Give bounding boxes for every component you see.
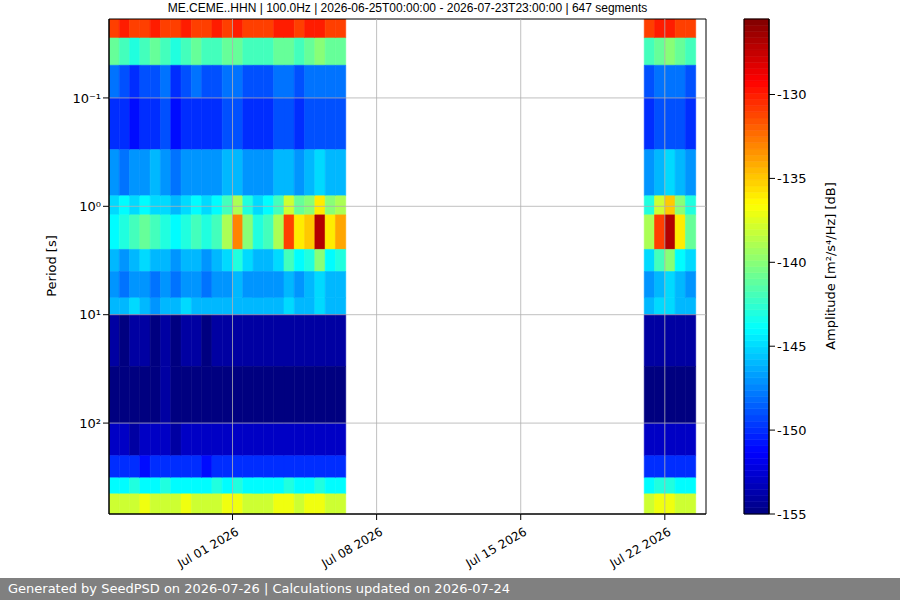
svg-text:Jul 22 2026: Jul 22 2026 [607,525,674,572]
svg-text:-150: -150 [777,423,807,438]
svg-text:10²: 10² [79,416,101,431]
html-text:Generated by SeedPSD on 2026-0: Generated by SeedPSD on 2026-07-26 | Cal… [8,581,510,596]
svg-text:Jul 01 2026: Jul 01 2026 [174,525,241,572]
svg-text:Jul 08 2026: Jul 08 2026 [318,525,385,572]
svg-text:-130: -130 [777,87,807,102]
html-text:Period [s]: Period [s] [44,235,59,297]
svg-text:-145: -145 [777,339,807,354]
svg-text:10⁻¹: 10⁻¹ [72,91,101,106]
svg-text:Jul 15 2026: Jul 15 2026 [463,525,530,572]
html-text:Amplitude [m²/s⁴/Hz] [dB]: Amplitude [m²/s⁴/Hz] [dB] [823,182,838,350]
svg-text:-135: -135 [777,171,807,186]
html-text:ME.CEME..HHN | 100.0Hz | 2026-: ME.CEME..HHN | 100.0Hz | 2026-06-25T00:0… [167,1,648,15]
svg-text:10⁰: 10⁰ [79,199,101,214]
svg-text:10¹: 10¹ [79,307,101,322]
svg-text:-155: -155 [777,507,807,522]
svg-text:-140: -140 [777,255,807,270]
